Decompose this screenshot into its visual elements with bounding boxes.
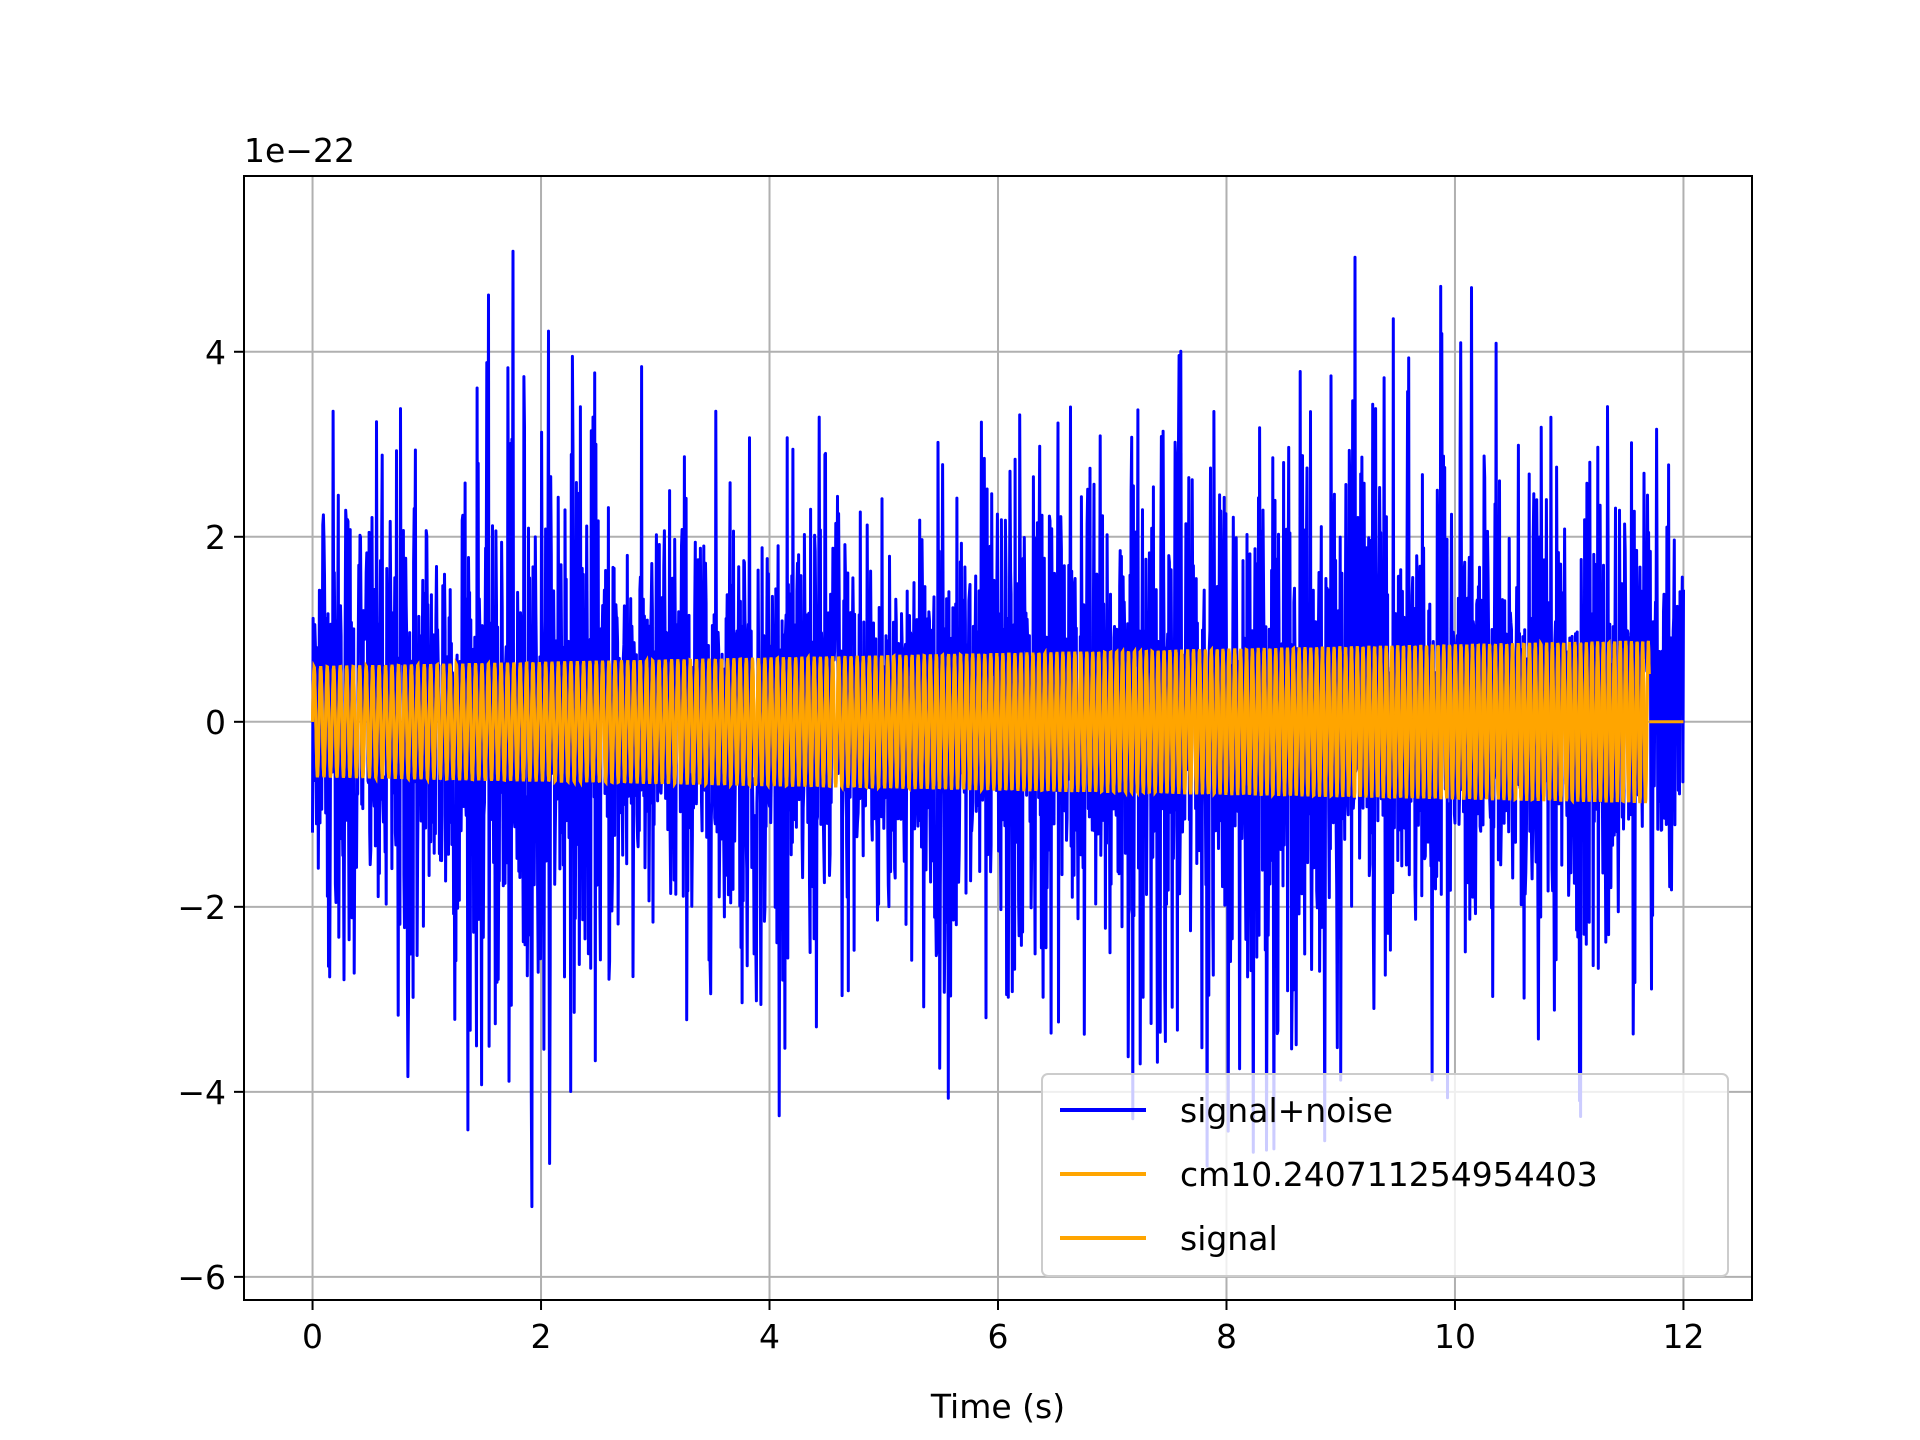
legend-box bbox=[1041, 1073, 1729, 1277]
y-tick-label: 2 bbox=[205, 518, 226, 557]
y-axis: −6 −4 −2 0 2 4 bbox=[177, 333, 244, 1297]
y-offset-label: 1e−22 bbox=[244, 131, 355, 170]
x-axis: 0 2 4 6 8 10 12 bbox=[302, 1300, 1704, 1356]
x-tick-label: 6 bbox=[988, 1317, 1009, 1356]
legend-label: signal bbox=[1180, 1219, 1278, 1258]
series-signal-line bbox=[311, 638, 1684, 805]
x-tick-label: 10 bbox=[1434, 1317, 1476, 1356]
legend-label: signal+noise bbox=[1180, 1091, 1393, 1130]
legend: signal+noise cm10.240711254954403 signal bbox=[1041, 1073, 1729, 1277]
x-tick-label: 8 bbox=[1216, 1317, 1237, 1356]
y-tick-label: 4 bbox=[205, 333, 226, 372]
x-tick-label: 4 bbox=[759, 1317, 780, 1356]
x-tick-label: 0 bbox=[302, 1317, 323, 1356]
x-axis-title: Time (s) bbox=[930, 1387, 1065, 1426]
y-tick-label: −2 bbox=[177, 888, 226, 927]
y-tick-label: 0 bbox=[205, 703, 226, 742]
legend-label: cm10.240711254954403 bbox=[1180, 1155, 1598, 1194]
y-tick-label: −6 bbox=[177, 1258, 226, 1297]
y-tick-label: −4 bbox=[177, 1073, 226, 1112]
plot-series bbox=[311, 249, 1685, 1209]
x-tick-label: 12 bbox=[1662, 1317, 1704, 1356]
x-tick-label: 2 bbox=[531, 1317, 552, 1356]
